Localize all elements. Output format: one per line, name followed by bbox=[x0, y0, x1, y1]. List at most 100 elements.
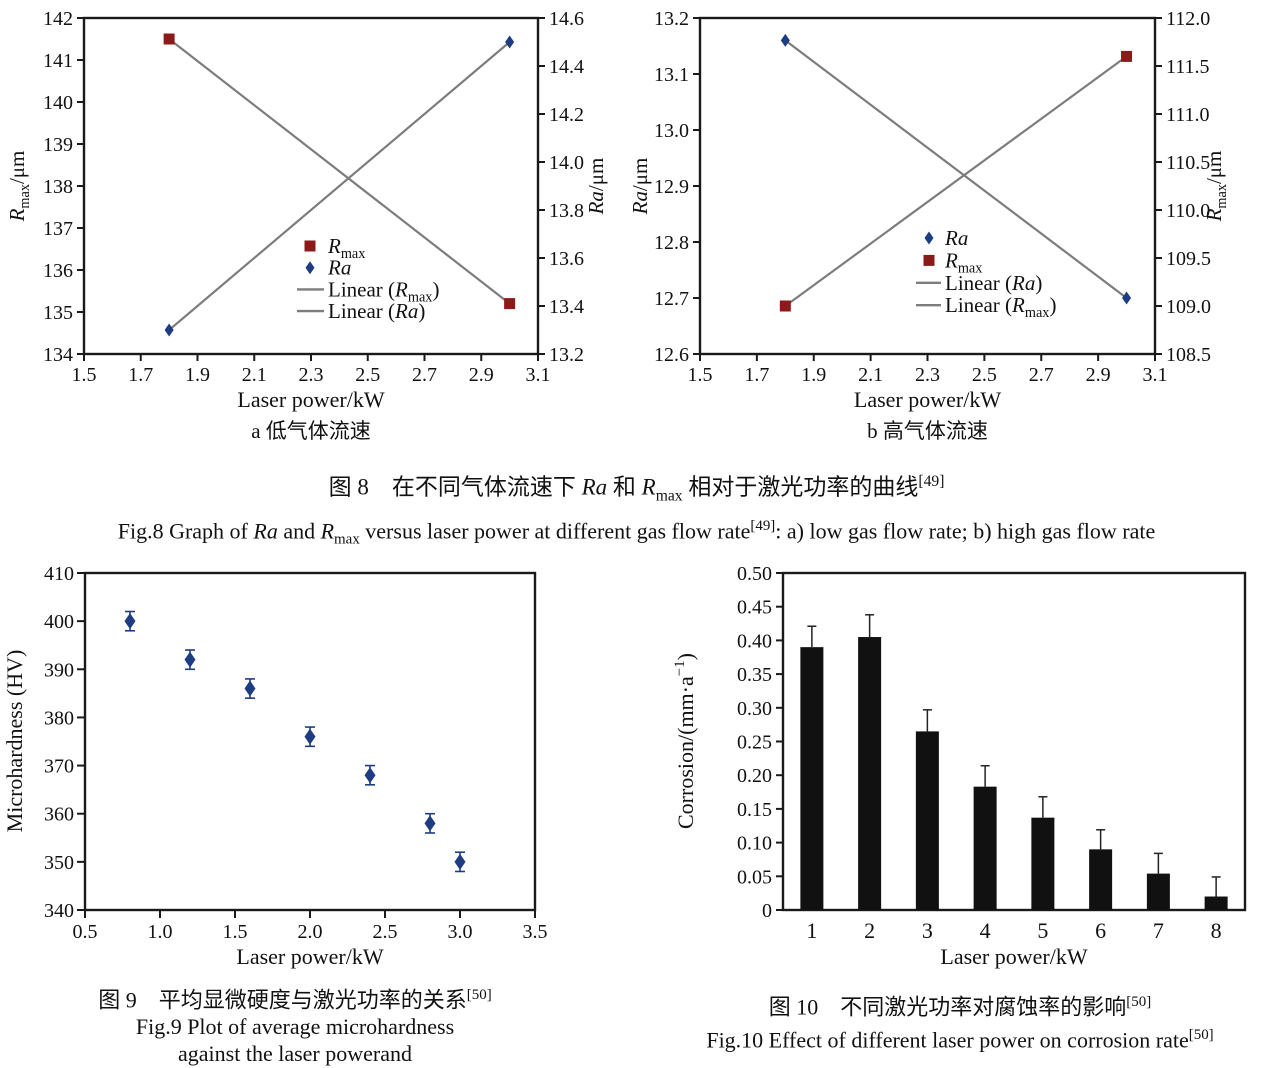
svg-text:139: 139 bbox=[43, 134, 73, 156]
chart-fig9-microhardness: 0.5 1.0 1.5 2.0 2.5 3.0 3.5 340 350 360 370 380 390 4… bbox=[0, 558, 625, 991]
svg-text:Laser power/kW: Laser power/kW bbox=[237, 387, 384, 412]
svg-text:Linear (Rmax): Linear (Rmax) bbox=[945, 293, 1056, 321]
svg-text:134: 134 bbox=[43, 344, 73, 366]
svg-text:340: 340 bbox=[44, 900, 74, 922]
svg-text:Ra: Ra bbox=[944, 226, 968, 250]
figure10-caption-chinese: 图 10 不同激光功率对腐蚀率的影响[50] bbox=[768, 994, 1152, 1020]
svg-text:135: 135 bbox=[43, 302, 73, 324]
svg-text:2.3: 2.3 bbox=[299, 364, 324, 386]
svg-text:2.1: 2.1 bbox=[242, 364, 267, 386]
svg-text:12.6: 12.6 bbox=[654, 344, 689, 366]
svg-text:360: 360 bbox=[44, 804, 74, 826]
svg-text:13.8: 13.8 bbox=[549, 200, 584, 222]
svg-text:109.5: 109.5 bbox=[1166, 248, 1211, 270]
figure10-caption-english: Fig.10 Effect of different laser power o… bbox=[706, 1027, 1214, 1053]
svg-text:12.8: 12.8 bbox=[654, 232, 689, 254]
chart-fig8b-high-gas-flow: 1.5 1.7 1.9 2.1 2.3 2.5 2.7 2.9 3.1 12.6 12.7 12.8 1… bbox=[628, 0, 1273, 463]
svg-text:13.4: 13.4 bbox=[549, 296, 584, 318]
figure9-caption-chinese: 图 9 平均显微硬度与激光功率的关系[50] bbox=[98, 987, 492, 1013]
svg-text:2.0: 2.0 bbox=[298, 921, 323, 943]
svg-text:Rmax/μm: Rmax/μm bbox=[1202, 151, 1230, 223]
svg-text:1: 1 bbox=[806, 918, 817, 943]
svg-text:12.9: 12.9 bbox=[654, 176, 689, 198]
svg-text:137: 137 bbox=[43, 218, 73, 240]
svg-text:12.7: 12.7 bbox=[654, 288, 689, 310]
svg-text:Rmax/μm: Rmax/μm bbox=[5, 151, 33, 223]
figure9-caption-english-line1: Fig.9 Plot of average microhardness bbox=[135, 1014, 455, 1040]
svg-text:2.3: 2.3 bbox=[915, 364, 940, 386]
svg-text:7: 7 bbox=[1153, 918, 1164, 943]
svg-text:390: 390 bbox=[44, 659, 74, 681]
svg-text:Corrosion/(mm·a−1): Corrosion/(mm·a−1) bbox=[672, 653, 698, 829]
svg-text:2.1: 2.1 bbox=[858, 364, 883, 386]
svg-text:a 低气体流速: a 低气体流速 bbox=[251, 419, 371, 443]
svg-text:1.0: 1.0 bbox=[148, 921, 173, 943]
svg-text:0.20: 0.20 bbox=[737, 765, 772, 787]
svg-text:2.9: 2.9 bbox=[469, 364, 494, 386]
svg-text:0.25: 0.25 bbox=[737, 732, 772, 754]
svg-text:Rmax: Rmax bbox=[327, 234, 365, 262]
svg-text:Rmax: Rmax bbox=[944, 248, 982, 276]
chart-svg: 0 0.05 0.10 0.15 0.20 0.25 0.30 0.35 0.40 0.45 0.5… bbox=[672, 563, 1247, 969]
svg-text:110.0: 110.0 bbox=[1166, 200, 1210, 222]
chart-svg: 0.5 1.0 1.5 2.0 2.5 3.0 3.5 340 350 360 370 380 390 4… bbox=[2, 563, 548, 969]
svg-text:6: 6 bbox=[1095, 918, 1106, 943]
svg-text:0.40: 0.40 bbox=[737, 630, 772, 652]
svg-text:13.0: 13.0 bbox=[654, 120, 689, 142]
svg-text:2.7: 2.7 bbox=[1029, 364, 1054, 386]
svg-text:0.05: 0.05 bbox=[737, 866, 772, 888]
svg-text:3.0: 3.0 bbox=[448, 921, 473, 943]
svg-text:0.30: 0.30 bbox=[737, 698, 772, 720]
svg-text:112.0: 112.0 bbox=[1166, 8, 1210, 30]
figure10-caption: 图 10 不同激光功率对腐蚀率的影响[50] Fig.10 Effect of … bbox=[650, 988, 1270, 1055]
svg-text:14.4: 14.4 bbox=[549, 56, 584, 78]
svg-text:1.5: 1.5 bbox=[223, 921, 248, 943]
svg-text:2.5: 2.5 bbox=[972, 364, 997, 386]
svg-text:400: 400 bbox=[44, 611, 74, 633]
svg-text:108.5: 108.5 bbox=[1166, 344, 1211, 366]
svg-text:142: 142 bbox=[43, 8, 73, 30]
svg-text:109.0: 109.0 bbox=[1166, 296, 1211, 318]
svg-text:2: 2 bbox=[864, 918, 875, 943]
svg-text:110.5: 110.5 bbox=[1166, 152, 1210, 174]
svg-text:1.5: 1.5 bbox=[688, 364, 713, 386]
svg-text:0.10: 0.10 bbox=[737, 833, 772, 855]
svg-text:138: 138 bbox=[43, 176, 73, 198]
svg-text:13.1: 13.1 bbox=[654, 64, 689, 86]
svg-text:3.1: 3.1 bbox=[526, 364, 551, 386]
svg-text:3: 3 bbox=[922, 918, 933, 943]
svg-text:350: 350 bbox=[44, 852, 74, 874]
chart-fig10-corrosion: 0 0.05 0.10 0.15 0.20 0.25 0.30 0.35 0.40 0.45 0.5… bbox=[640, 558, 1273, 991]
svg-text:Linear (Ra): Linear (Ra) bbox=[945, 271, 1042, 295]
svg-text:14.0: 14.0 bbox=[549, 152, 584, 174]
svg-text:140: 140 bbox=[43, 92, 73, 114]
svg-text:1.7: 1.7 bbox=[744, 364, 769, 386]
svg-text:2.9: 2.9 bbox=[1086, 364, 1111, 386]
chart-svg: 1.5 1.7 1.9 2.1 2.3 2.5 2.7 2.9 3.1 12.6 12.7 12.8 1… bbox=[628, 8, 1230, 443]
svg-text:1.7: 1.7 bbox=[128, 364, 153, 386]
svg-text:b 高气体流速: b 高气体流速 bbox=[867, 419, 988, 443]
svg-text:111.5: 111.5 bbox=[1166, 56, 1210, 78]
svg-text:Laser power/kW: Laser power/kW bbox=[236, 944, 383, 969]
svg-text:1.5: 1.5 bbox=[72, 364, 97, 386]
svg-text:136: 136 bbox=[43, 260, 73, 282]
svg-text:Microhardness (HV): Microhardness (HV) bbox=[2, 650, 27, 833]
svg-text:13.6: 13.6 bbox=[549, 248, 584, 270]
svg-text:13.2: 13.2 bbox=[549, 344, 584, 366]
chart-svg: 1.5 1.7 1.9 2.1 2.3 2.5 2.7 2.9 3.1 134 135 136 137 1… bbox=[5, 8, 608, 443]
svg-text:14.6: 14.6 bbox=[549, 8, 584, 30]
svg-text:Linear (Rmax): Linear (Rmax) bbox=[328, 277, 439, 305]
svg-text:14.2: 14.2 bbox=[549, 104, 584, 126]
svg-text:4: 4 bbox=[980, 918, 991, 943]
svg-text:370: 370 bbox=[44, 756, 74, 778]
svg-text:3.1: 3.1 bbox=[1143, 364, 1168, 386]
svg-text:0.15: 0.15 bbox=[737, 799, 772, 821]
svg-text:Linear (Ra): Linear (Ra) bbox=[328, 299, 425, 323]
svg-text:Ra/μm: Ra/μm bbox=[584, 158, 608, 216]
svg-text:3.5: 3.5 bbox=[523, 921, 548, 943]
figure9-caption-english-line2: against the laser powerand bbox=[178, 1041, 412, 1067]
svg-text:Ra: Ra bbox=[327, 256, 351, 280]
svg-text:Ra/μm: Ra/μm bbox=[633, 158, 652, 216]
svg-text:8: 8 bbox=[1211, 918, 1222, 943]
